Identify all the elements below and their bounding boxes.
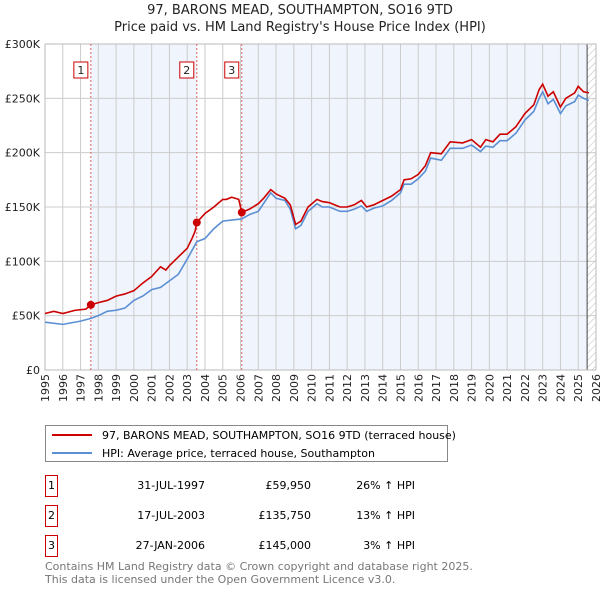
legend-label: HPI: Average price, terraced house, Sout… [102, 446, 375, 460]
x-tick-label: 2018 [448, 374, 461, 402]
sale-badge-label: 3 [228, 64, 235, 77]
sale-row: 2 17-JUL-2003 £135,750 13% ↑ HPI [45, 505, 445, 527]
sale-price: £59,950 [265, 479, 312, 492]
x-tick-label: 2005 [217, 374, 230, 402]
x-tick-label: 2003 [181, 374, 194, 402]
x-tick-label: 2010 [306, 374, 319, 402]
y-tick-label: £300K [5, 38, 41, 51]
x-tick-label: 2009 [288, 374, 301, 402]
sale-hpi-diff: 3% ↑ HPI [363, 539, 415, 552]
sale-date: 31-JUL-1997 [137, 479, 205, 492]
sale-hpi-diff: 13% ↑ HPI [356, 509, 415, 522]
plot-border [44, 43, 597, 371]
x-tick-label: 2013 [359, 374, 372, 402]
y-tick-label: £100K [5, 255, 41, 268]
sale-date: 17-JUL-2003 [137, 509, 205, 522]
x-tick-label: 1999 [110, 374, 123, 402]
x-tick-label: 2002 [163, 374, 176, 402]
sale-number: 1 [45, 475, 58, 497]
x-tick-label: 2019 [466, 374, 479, 402]
sale-badge [224, 61, 240, 79]
sale-badge [73, 61, 89, 79]
x-tick-label: 2021 [501, 374, 514, 402]
price-chart: 1995 1996 1997 1998 1999 2000 2001 2002 2003 2004… [5, 38, 600, 402]
x-tick-label: 2016 [412, 374, 425, 402]
sale-number: 3 [45, 535, 58, 557]
legend-label: 97, BARONS MEAD, SOUTHAMPTON, SO16 9TD (… [102, 428, 456, 442]
x-tick-label: 2006 [235, 374, 248, 402]
legend-item-hpi: HPI: Average price, terraced house, Sout… [52, 444, 375, 462]
sale-badge [179, 61, 195, 79]
sale-price: £135,750 [258, 509, 312, 522]
sale-hpi-diff: 26% ↑ HPI [356, 479, 415, 492]
x-tick-label: 2014 [377, 374, 390, 402]
sale-point [86, 300, 95, 309]
x-tick-label: 2020 [483, 374, 496, 402]
sale-date: 27-JAN-2006 [135, 539, 205, 552]
legend: 97, BARONS MEAD, SOUTHAMPTON, SO16 9TD (… [45, 425, 456, 462]
sale-badge-label: 2 [183, 64, 190, 77]
x-tick-label: 1998 [92, 374, 105, 402]
footer-copyright: Contains HM Land Registry data © Crown c… [45, 560, 473, 573]
x-tick-label: 2012 [341, 374, 354, 402]
series-line [44, 90, 590, 326]
x-tick-label: 2023 [537, 374, 550, 402]
x-tick-label: 2026 [590, 374, 600, 402]
sale-point [192, 218, 201, 227]
x-tick-label: 1995 [39, 374, 52, 402]
x-tick-label: 2007 [252, 374, 265, 402]
series-line [44, 82, 590, 315]
x-tick-label: 2001 [146, 374, 159, 402]
x-tick-label: 2004 [199, 374, 212, 402]
x-tick-label: 2025 [572, 374, 585, 402]
x-tick-label: 2000 [128, 374, 141, 402]
y-tick-label: £0 [26, 364, 40, 377]
x-tick-label: 2024 [554, 374, 567, 402]
x-tick-label: 2011 [323, 374, 336, 402]
chart-title: 97, BARONS MEAD, SOUTHAMPTON, SO16 9TD [147, 3, 453, 18]
x-tick-label: 1996 [57, 374, 70, 402]
chart-subtitle: Price paid vs. HM Land Registry's House … [114, 20, 486, 35]
sale-point [237, 208, 246, 217]
x-tick-label: 2015 [394, 374, 407, 402]
sale-number: 2 [45, 505, 58, 527]
y-tick-label: £200K [5, 147, 41, 160]
sale-row: 1 31-JUL-1997 £59,950 26% ↑ HPI [45, 475, 445, 497]
x-tick-label: 2017 [430, 374, 443, 402]
x-tick-label: 2008 [270, 374, 283, 402]
sale-row: 3 27-JAN-2006 £145,000 3% ↑ HPI [45, 535, 445, 557]
sale-price: £145,000 [258, 539, 312, 552]
y-tick-label: £250K [5, 92, 41, 105]
x-tick-label: 1997 [75, 374, 88, 402]
y-tick-label: £50K [12, 310, 41, 323]
x-tick-label: 2022 [519, 374, 532, 402]
footer-licence: This data is licensed under the Open Gov… [45, 573, 396, 586]
y-tick-label: £150K [5, 201, 41, 214]
legend-item-property: 97, BARONS MEAD, SOUTHAMPTON, SO16 9TD (… [52, 426, 456, 444]
sale-badge-label: 1 [77, 64, 84, 77]
